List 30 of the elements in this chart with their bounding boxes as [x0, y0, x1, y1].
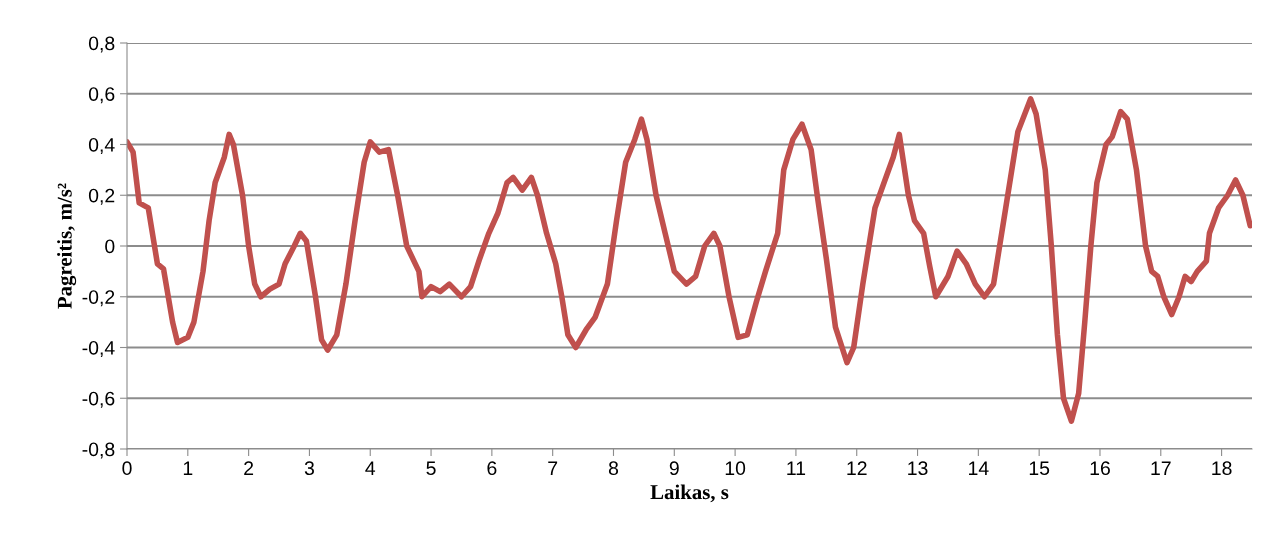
x-tick-label: 9	[669, 461, 679, 476]
x-tick-label: 2	[244, 461, 254, 475]
x-tick-label: 10	[725, 461, 746, 476]
y-tick-label: 0,2	[88, 188, 115, 205]
y-tick-label: -0,8	[82, 442, 115, 459]
x-tick-label: 13	[908, 461, 928, 476]
x-tick-label: 17	[1151, 461, 1171, 475]
x-tick-label: 0	[122, 461, 132, 476]
x-tick-label: 7	[548, 461, 558, 475]
y-tick-label: -0,6	[82, 391, 115, 408]
x-tick-label: 12	[847, 461, 867, 475]
x-tick-label: 15	[1029, 461, 1050, 476]
x-tick-label: 16	[1090, 461, 1110, 476]
y-tick-label: -0,4	[82, 340, 115, 358]
x-tick-label: 3	[304, 461, 314, 476]
x-tick-label: 14	[969, 461, 989, 475]
y-tick-label: 0,4	[88, 137, 115, 155]
x-tick-label: 18	[1212, 461, 1232, 476]
x-tick-label: 5	[426, 461, 436, 476]
x-tick-label: 11	[787, 461, 806, 475]
y-axis-title: Pagreitis, m/s²	[57, 183, 77, 309]
y-tick-label: 0,6	[88, 87, 115, 104]
y-tick-label: 0,8	[88, 36, 115, 53]
x-tick-label: 1	[183, 461, 193, 475]
x-tick-label: 8	[608, 461, 619, 476]
x-tick-label: 6	[487, 461, 497, 476]
y-tick-label: -0,2	[82, 290, 115, 307]
x-axis-title: Laikas, s	[650, 484, 729, 503]
y-tick-label: 0	[105, 239, 115, 254]
x-tick-label: 4	[365, 461, 376, 475]
